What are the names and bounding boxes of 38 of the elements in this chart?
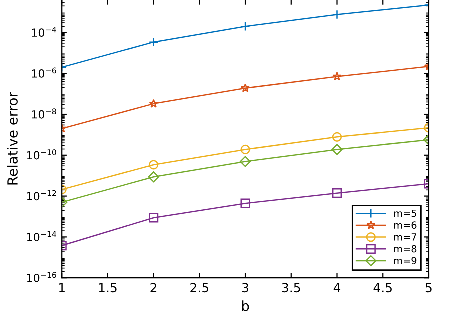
x-tick-label: 1 [59, 283, 65, 292]
y-tick-label: 10$^{−8}$ [32, 108, 56, 119]
legend-label: m=9 [394, 257, 417, 265]
x-tick-label: 5 [426, 283, 432, 293]
x-tick-label: 3.5 [282, 283, 300, 293]
y-tick-label: 10$^{−16}$ [27, 272, 56, 282]
y-tick-label: 10$^{−12}$ [27, 190, 56, 201]
legend-label: m=8 [394, 245, 417, 253]
point [148, 172, 160, 183]
x-tick-label: 1.5 [99, 283, 117, 293]
point [240, 156, 252, 168]
point [240, 84, 250, 92]
legend-label: m=7 [394, 234, 416, 241]
y-tick-label: 10$^{−10}$ [27, 150, 56, 160]
point [149, 213, 159, 223]
point [332, 144, 343, 156]
x-tick-label: 4.5 [374, 283, 392, 293]
point [240, 22, 250, 32]
x-tick-label: 4 [334, 283, 341, 292]
point [149, 38, 159, 48]
point [332, 10, 342, 20]
x-tick-label: 2.5 [190, 283, 209, 293]
point [332, 132, 342, 142]
y-axis-title: Relative error [7, 92, 18, 185]
legend-label: m=5 [394, 210, 416, 218]
x-axis-title: b [242, 300, 250, 312]
legend-label: m=6 [394, 222, 417, 230]
point [149, 99, 158, 108]
point [332, 188, 342, 198]
x-tick-label: 2 [150, 283, 157, 292]
point [240, 198, 250, 208]
y-tick-label: 10$^{−14}$ [27, 231, 56, 242]
point [240, 144, 250, 155]
point [149, 160, 159, 170]
y-tick-label: 10$^{−6}$ [32, 68, 56, 78]
x-tick-label: 3 [242, 283, 249, 293]
y-tick-label: 10$^{−4}$ [32, 26, 56, 38]
point [332, 72, 342, 81]
